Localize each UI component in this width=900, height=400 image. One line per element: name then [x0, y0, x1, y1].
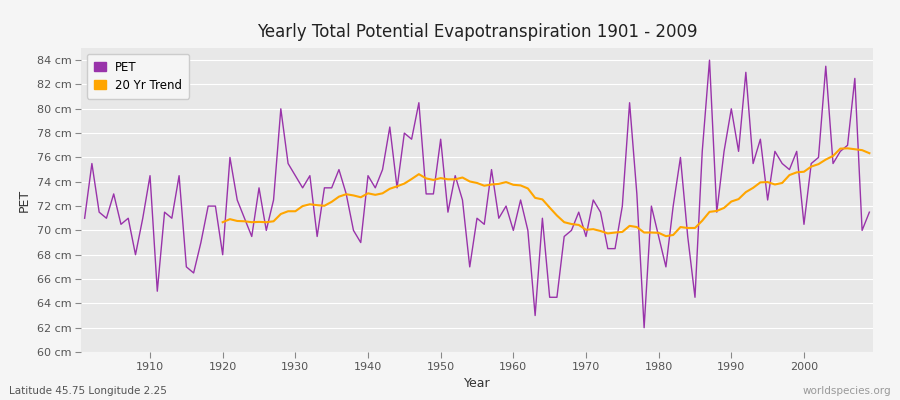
Title: Yearly Total Potential Evapotranspiration 1901 - 2009: Yearly Total Potential Evapotranspiratio… — [256, 23, 698, 41]
Line: PET: PET — [85, 60, 869, 328]
20 Yr Trend — [850, 147, 860, 152]
PET — [297, 186, 308, 190]
20 Yr Trend — [842, 146, 853, 151]
20 Yr Trend — [864, 151, 875, 156]
20 Yr Trend — [413, 172, 424, 176]
PET — [500, 204, 511, 208]
20 Yr Trend — [217, 220, 228, 224]
PET — [639, 325, 650, 330]
20 Yr Trend — [304, 202, 315, 207]
Legend: PET, 20 Yr Trend: PET, 20 Yr Trend — [87, 54, 189, 99]
20 Yr Trend — [675, 225, 686, 230]
PET — [864, 210, 875, 214]
20 Yr Trend — [777, 180, 788, 185]
20 Yr Trend — [661, 234, 671, 238]
Text: worldspecies.org: worldspecies.org — [803, 386, 891, 396]
PET — [595, 210, 606, 214]
PET — [341, 192, 352, 196]
Line: 20 Yr Trend: 20 Yr Trend — [222, 148, 869, 236]
20 Yr Trend — [762, 180, 773, 184]
Text: Latitude 45.75 Longitude 2.25: Latitude 45.75 Longitude 2.25 — [9, 386, 166, 396]
PET — [138, 216, 148, 221]
PET — [704, 58, 715, 62]
Y-axis label: PET: PET — [18, 188, 31, 212]
PET — [508, 228, 518, 233]
X-axis label: Year: Year — [464, 377, 490, 390]
PET — [79, 216, 90, 221]
